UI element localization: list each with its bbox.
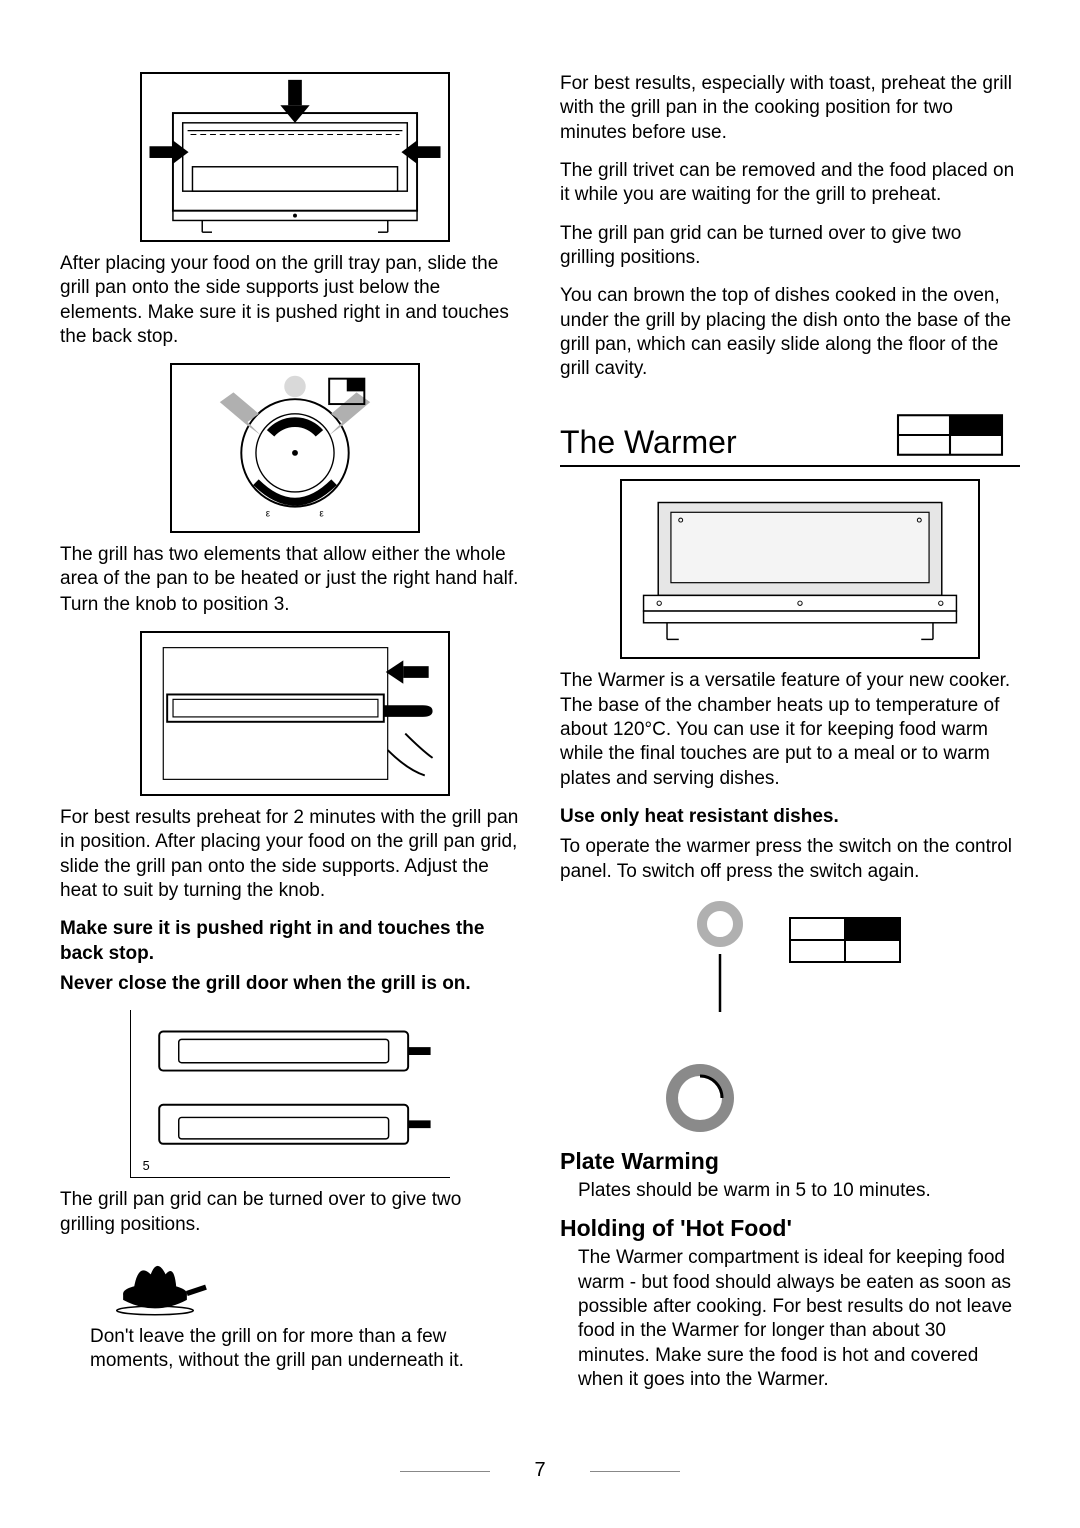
left-paragraph-2b: Turn the knob to position 3.	[60, 593, 520, 617]
warmer-section-header: The Warmer	[560, 409, 1020, 467]
hot-pan-warning-icon	[100, 1251, 520, 1319]
grill-positions-svg: 5	[133, 1012, 449, 1176]
warmer-switch-diagram	[680, 898, 1020, 1028]
left-paragraph-4: Make sure it is pushed right in and touc…	[60, 917, 520, 966]
warmer-title-text: The Warmer	[560, 424, 737, 461]
plate-warming-body: Plates should be warm in 5 to 10 minutes…	[578, 1179, 1020, 1203]
svg-text:5: 5	[142, 1159, 149, 1173]
svg-text:ε: ε	[266, 509, 271, 520]
left-paragraph-2a: The grill has two elements that allow ei…	[60, 543, 520, 591]
right-paragraph-3: The grill pan grid can be turned over to…	[560, 222, 1020, 271]
right-paragraph-6: Use only heat resistant dishes.	[560, 805, 1020, 829]
manual-page: After placing your food on the grill tra…	[0, 0, 1080, 1528]
svg-text:ε: ε	[319, 509, 324, 520]
left-column: After placing your food on the grill tra…	[60, 72, 520, 1404]
left-paragraph-1: After placing your food on the grill tra…	[60, 252, 520, 349]
right-paragraph-5: The Warmer is a versatile feature of you…	[560, 669, 1020, 791]
right-column: For best results, especially with toast,…	[560, 72, 1020, 1404]
left-paragraph-6: The grill pan grid can be turned over to…	[60, 1188, 520, 1237]
plate-warming-heading: Plate Warming	[560, 1148, 1020, 1175]
right-paragraph-1: For best results, especially with toast,…	[560, 72, 1020, 145]
grill-pan-slide-diagram	[140, 631, 450, 796]
hot-food-body: The Warmer compartment is ideal for keep…	[578, 1246, 1020, 1392]
grill-positions-diagram: 5	[130, 1010, 450, 1178]
warmer-header-icon	[880, 409, 1020, 461]
right-paragraph-2: The grill trivet can be removed and the …	[560, 159, 1020, 208]
warmer-cavity-diagram	[620, 479, 980, 659]
grill-dial-svg: ε ε	[172, 365, 418, 531]
grill-cavity-diagram	[140, 72, 450, 242]
warmer-cavity-svg	[622, 481, 978, 657]
right-paragraph-4: You can brown the top of dishes cooked i…	[560, 284, 1020, 381]
left-paragraph-3: For best results preheat for 2 minutes w…	[60, 806, 520, 903]
page-number: 7	[0, 1459, 1080, 1482]
two-column-layout: After placing your food on the grill tra…	[60, 72, 1020, 1404]
left-paragraph-7: Don't leave the grill on for more than a…	[90, 1325, 520, 1374]
hot-pan-svg	[100, 1251, 210, 1319]
grill-dial-diagram: ε ε	[170, 363, 420, 533]
hot-food-heading: Holding of 'Hot Food'	[560, 1215, 1020, 1242]
warmer-knob-diagram	[660, 1058, 1020, 1138]
left-paragraph-5: Never close the grill door when the gril…	[60, 972, 520, 996]
grill-cavity-svg	[142, 74, 448, 240]
grill-pan-slide-svg	[142, 633, 448, 794]
right-paragraph-7: To operate the warmer press the switch o…	[560, 835, 1020, 884]
